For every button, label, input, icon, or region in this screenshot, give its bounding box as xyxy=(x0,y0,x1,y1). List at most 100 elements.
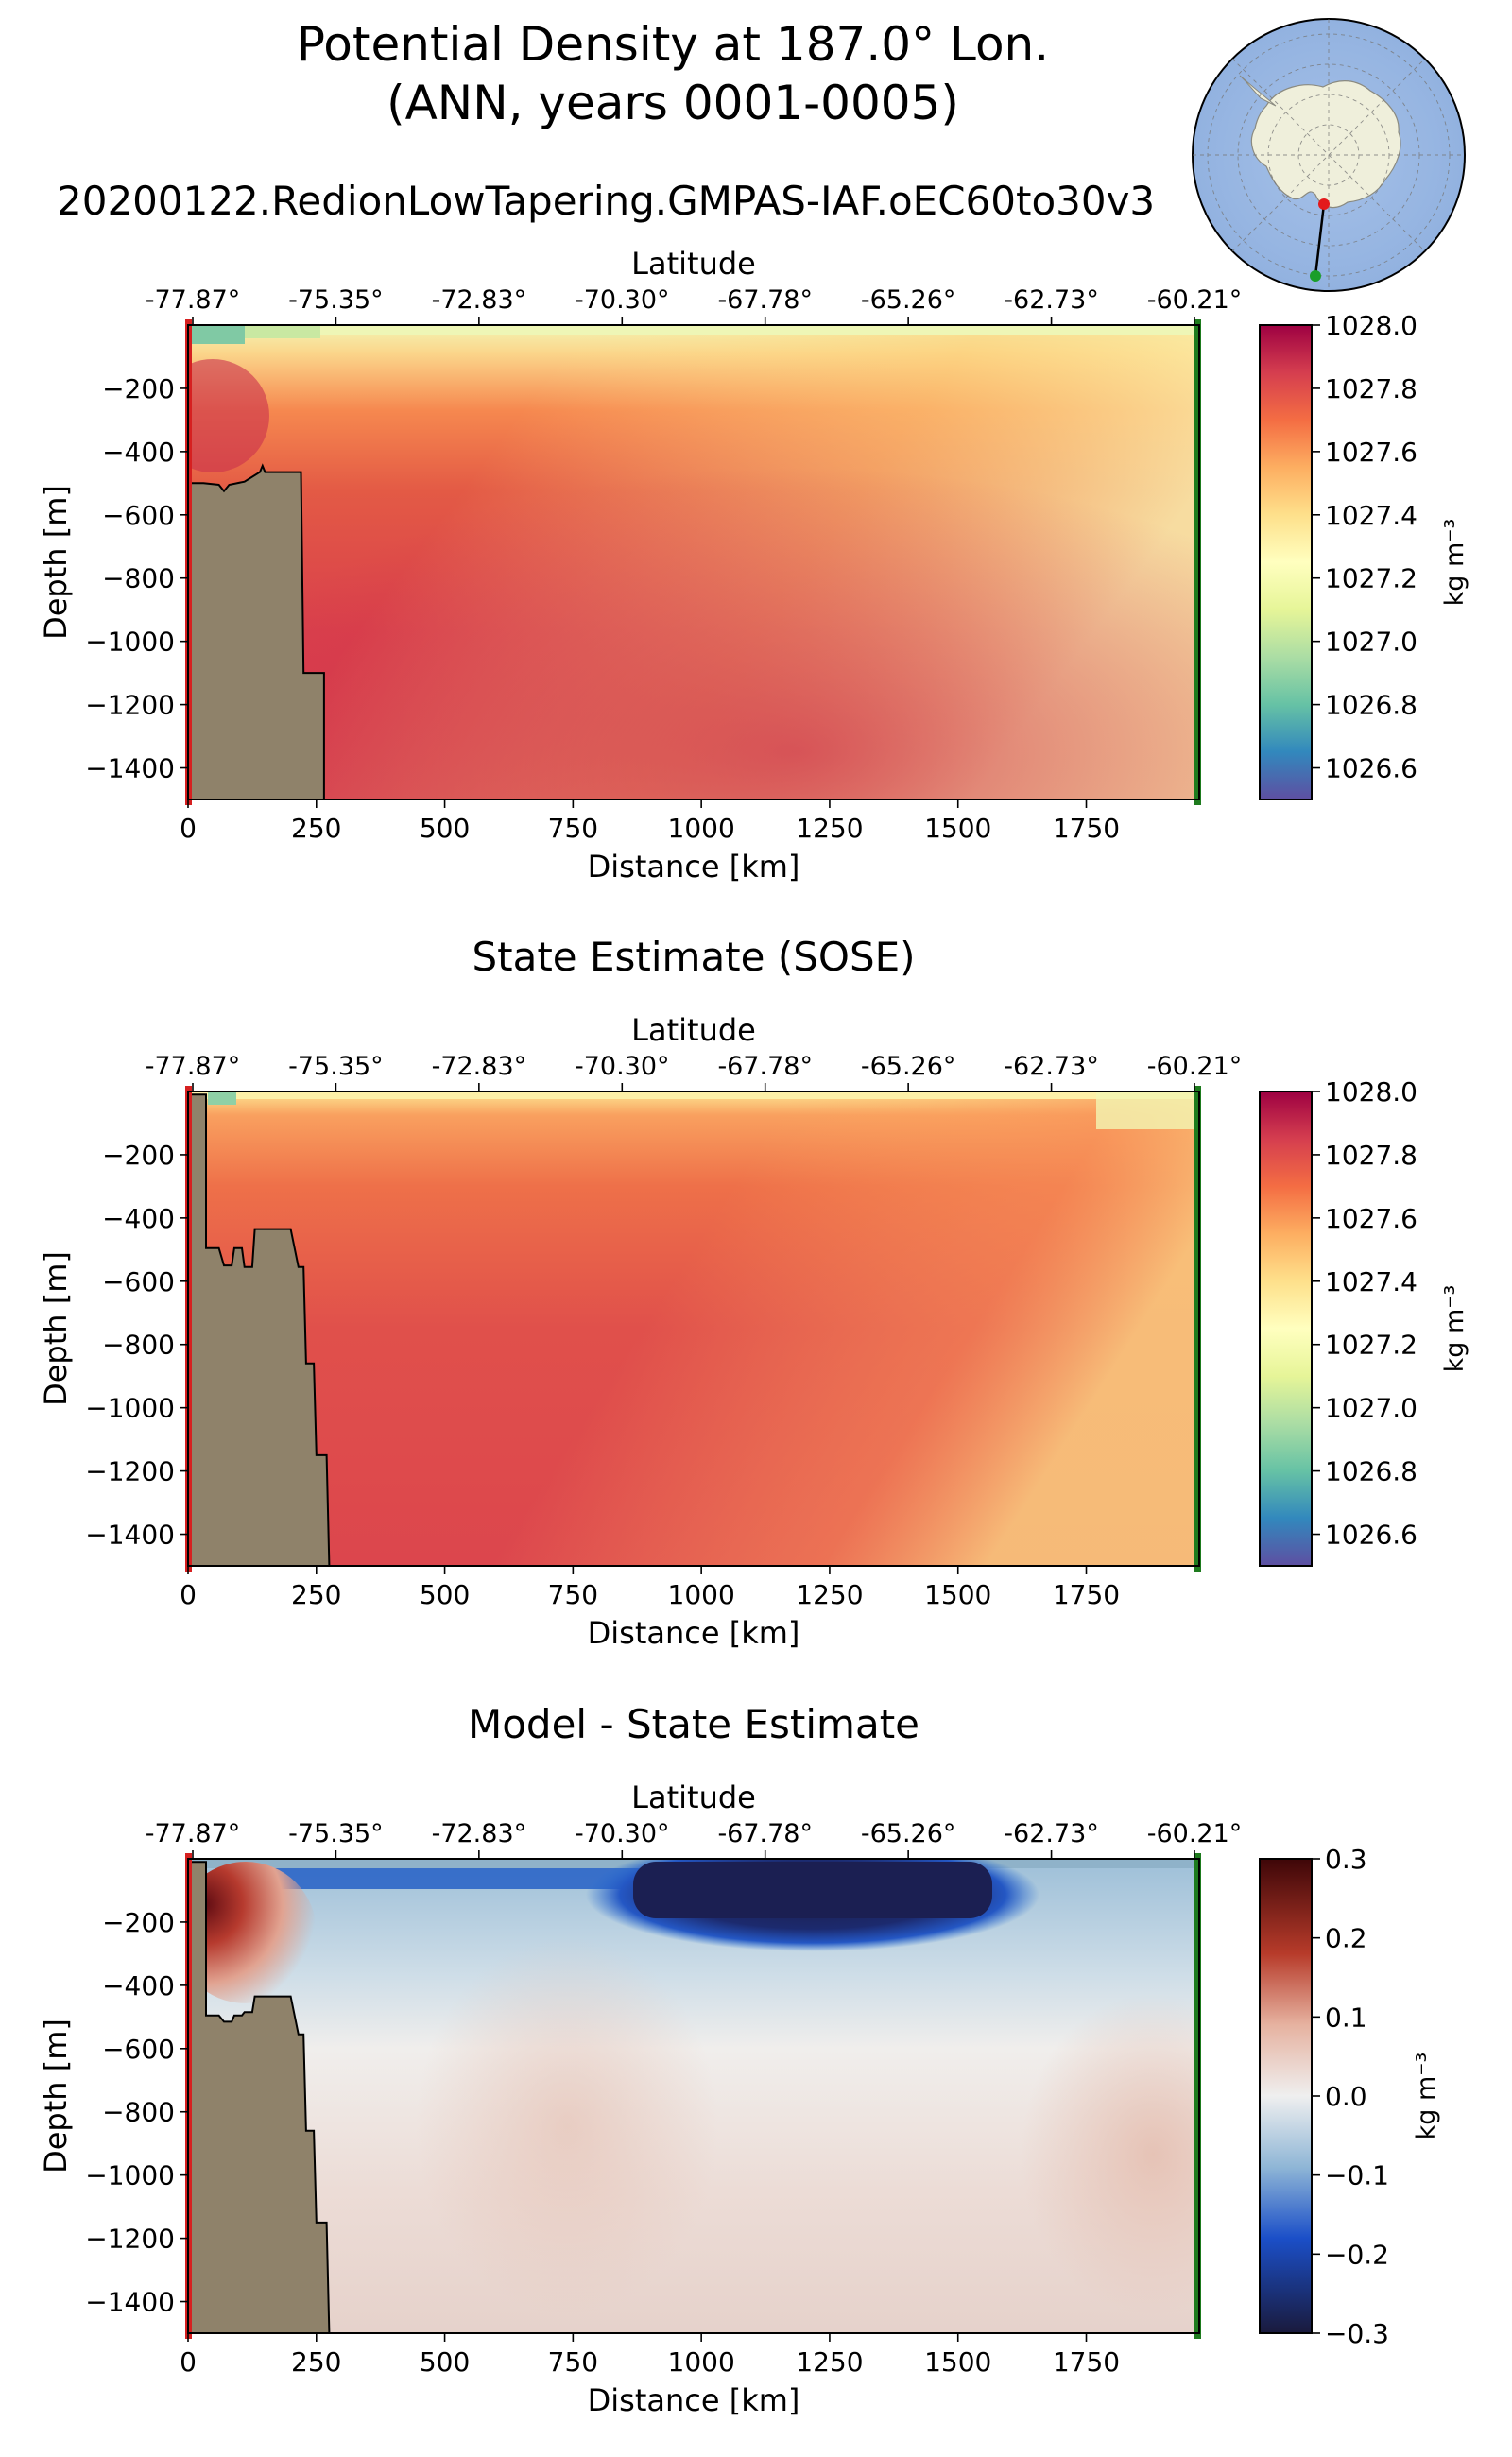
x-tick-label: 0 xyxy=(180,1579,197,1610)
figure-title-line1: Potential Density at 187.0° Lon. xyxy=(297,17,1049,72)
y-tick-label: −400 xyxy=(102,1203,175,1234)
x-tick-label: 500 xyxy=(420,1579,470,1610)
y-axis-label: Depth [m] xyxy=(38,2019,74,2174)
top-tick-label: -70.30° xyxy=(575,1819,670,1848)
colorbar-label: kg m⁻³ xyxy=(1412,2053,1441,2140)
run-name: 20200122.RedionLowTapering.GMPAS-IAF.oEC… xyxy=(57,178,1155,224)
colorbar-tick-label: 1027.0 xyxy=(1325,1393,1418,1424)
colorbar-tick-label: 1028.0 xyxy=(1325,310,1418,341)
panel-1-field xyxy=(188,325,1199,799)
x-axis-label: Distance [km] xyxy=(588,2382,800,2418)
y-axis-label: Depth [m] xyxy=(38,1251,74,1406)
y-tick-label: −1400 xyxy=(85,753,175,784)
colorbar-tick-label: 1027.2 xyxy=(1325,1330,1418,1361)
top-tick-label: -65.26° xyxy=(861,1052,956,1081)
top-tick-label: -65.26° xyxy=(861,1819,956,1848)
x-tick-label: 1250 xyxy=(796,813,863,844)
top-axis-label: Latitude xyxy=(631,1012,756,1048)
panel-3-field xyxy=(188,1859,1199,2333)
panel-title: Model - State Estimate xyxy=(468,1701,919,1747)
x-tick-label: 1000 xyxy=(668,1579,735,1610)
top-tick-label: -62.73° xyxy=(1004,1819,1099,1848)
x-tick-label: 1750 xyxy=(1053,2346,1120,2378)
x-tick-label: 750 xyxy=(548,813,598,844)
y-tick-label: −1400 xyxy=(85,2287,175,2318)
axes-frame xyxy=(187,324,1200,800)
top-tick-label: -62.73° xyxy=(1004,285,1099,315)
y-tick-label: −800 xyxy=(102,1330,175,1361)
x-tick-label: 750 xyxy=(548,1579,598,1610)
top-tick-label: -77.87° xyxy=(146,1819,241,1848)
top-tick-label: -75.35° xyxy=(288,1819,384,1848)
y-tick-label: −800 xyxy=(102,2097,175,2128)
y-tick-label: −200 xyxy=(102,373,175,404)
colorbar-tick-label: 0.3 xyxy=(1325,1844,1367,1875)
colorbar-tick-label: 1027.0 xyxy=(1325,627,1418,658)
y-tick-label: −1000 xyxy=(85,627,175,658)
panel-2: State Estimate (SOSE) Latitude 0 250 500 750 1… xyxy=(38,934,1469,1651)
colorbar-tick-label: 1027.2 xyxy=(1325,563,1418,594)
top-tick-label: -60.21° xyxy=(1147,285,1243,315)
x-tick-label: 500 xyxy=(420,813,470,844)
top-tick-label: -70.30° xyxy=(575,285,670,315)
panel-1: Latitude 0 250 500 750 1000 1250 1500 1750 Distan… xyxy=(38,246,1469,885)
y-tick-label: −600 xyxy=(102,500,175,531)
colorbar xyxy=(1259,1091,1313,1567)
y-tick-label: −600 xyxy=(102,1266,175,1297)
x-tick-label: 1250 xyxy=(796,1579,863,1610)
top-tick-label: -60.21° xyxy=(1147,1819,1243,1848)
y-tick-label: −1400 xyxy=(85,1520,175,1551)
x-tick-label: 1750 xyxy=(1053,813,1120,844)
y-tick-label: −1200 xyxy=(85,2224,175,2255)
y-tick-label: −400 xyxy=(102,437,175,468)
panel-3: Model - State Estimate Latitude 0 250 500 750… xyxy=(38,1701,1441,2418)
top-tick-label: -72.83° xyxy=(432,285,527,315)
colorbar-tick-label: 1026.8 xyxy=(1325,690,1418,721)
top-tick-label: -77.87° xyxy=(146,285,241,315)
top-tick-label: -77.87° xyxy=(146,1052,241,1081)
x-tick-label: 1000 xyxy=(668,2346,735,2378)
colorbar-tick-label: 0.2 xyxy=(1325,1923,1367,1954)
colorbar-tick-label: 1026.6 xyxy=(1325,753,1418,784)
panel-2-field xyxy=(188,1091,1199,1566)
antarctic-peninsula xyxy=(1239,75,1277,107)
x-axis-label: Distance [km] xyxy=(588,1615,800,1651)
colorbar xyxy=(1259,324,1313,800)
colorbar-tick-label: −0.1 xyxy=(1325,2160,1389,2191)
y-tick-label: −1000 xyxy=(85,1393,175,1424)
x-tick-label: 1750 xyxy=(1053,1579,1120,1610)
colorbar-tick-label: 0.1 xyxy=(1325,2002,1367,2033)
colorbar-label: kg m⁻³ xyxy=(1440,1285,1469,1373)
x-tick-label: 750 xyxy=(548,2346,598,2378)
axes-frame xyxy=(187,1858,1200,2334)
x-tick-label: 0 xyxy=(180,2346,197,2378)
y-axis-label: Depth [m] xyxy=(38,485,74,640)
top-tick-label: -72.83° xyxy=(432,1052,527,1081)
end-marker-line xyxy=(1194,1853,1201,2339)
y-tick-label: −800 xyxy=(102,563,175,594)
top-tick-label: -70.30° xyxy=(575,1052,670,1081)
colorbar-tick-label: 1027.6 xyxy=(1325,1203,1418,1234)
y-tick-label: −200 xyxy=(102,1140,175,1171)
x-tick-label: 1500 xyxy=(924,2346,991,2378)
colorbar-tick-label: 1027.6 xyxy=(1325,437,1418,468)
x-tick-label: 0 xyxy=(180,813,197,844)
y-tick-label: −600 xyxy=(102,2034,175,2065)
top-tick-label: -62.73° xyxy=(1004,1052,1099,1081)
y-tick-label: −1200 xyxy=(85,1456,175,1487)
y-tick-label: −200 xyxy=(102,1907,175,1938)
bathymetry xyxy=(187,1093,331,1567)
top-axis-label: Latitude xyxy=(631,246,756,282)
x-tick-label: 1500 xyxy=(924,1579,991,1610)
x-tick-label: 1500 xyxy=(924,813,991,844)
antarctica-landmass xyxy=(1250,80,1401,209)
top-axis-label: Latitude xyxy=(631,1779,756,1815)
x-tick-label: 1250 xyxy=(796,2346,863,2378)
x-tick-label: 250 xyxy=(291,1579,341,1610)
antarctic-polar-map-icon xyxy=(1192,18,1466,292)
colorbar-tick-label: 0.0 xyxy=(1325,2081,1367,2112)
colorbar-tick-label: −0.2 xyxy=(1325,2239,1389,2270)
x-tick-label: 250 xyxy=(291,2346,341,2378)
section-end-marker xyxy=(1310,270,1321,282)
top-tick-label: -67.78° xyxy=(717,1052,813,1081)
